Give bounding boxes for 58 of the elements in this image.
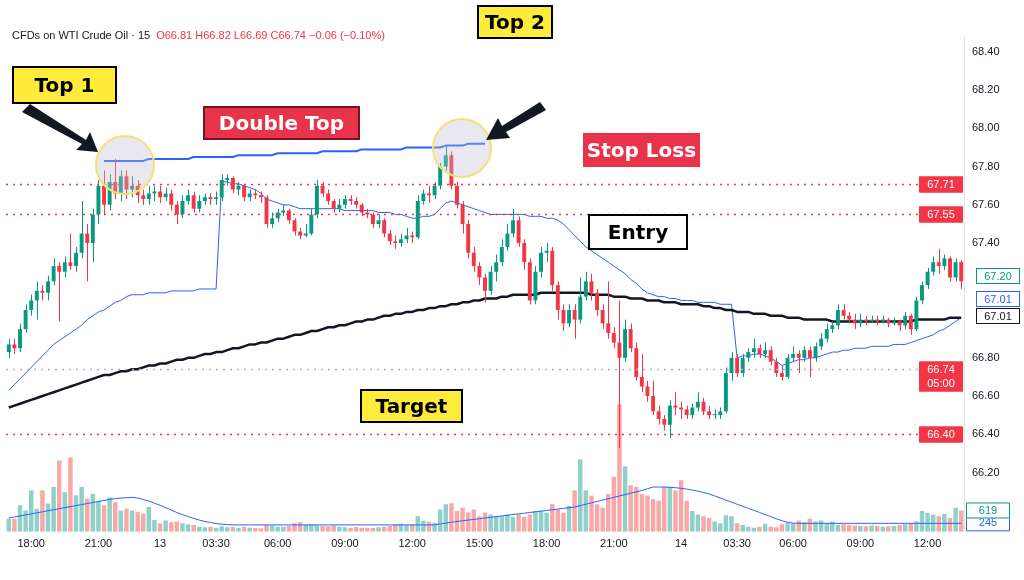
bar bbox=[124, 508, 129, 532]
x-tick-label: 03:30 bbox=[723, 537, 751, 550]
x-tick-label: 06:00 bbox=[779, 537, 807, 550]
y-tick-label: 66.20 bbox=[972, 465, 1000, 478]
x-tick-label: 21:00 bbox=[84, 537, 113, 550]
x-tick-label: 09:00 bbox=[846, 537, 875, 550]
chart-title: CFDs on WTI Crude Oil · 15 bbox=[12, 29, 151, 41]
x-tick-label: 13 bbox=[153, 537, 167, 550]
bar bbox=[886, 526, 891, 532]
annotation: Target bbox=[360, 389, 463, 423]
x-tick-label: 12:00 bbox=[913, 537, 942, 550]
bar bbox=[942, 513, 947, 532]
x-tick-label: 14 bbox=[674, 537, 688, 550]
bar bbox=[163, 520, 168, 532]
x-tick-label: 18:00 bbox=[532, 537, 561, 550]
ref-line-label: 67.55 bbox=[927, 207, 955, 220]
y-tick-label: 68.00 bbox=[972, 121, 1000, 134]
x-tick-label: 03:30 bbox=[202, 537, 230, 550]
text: 67.01 bbox=[976, 308, 1020, 324]
text: Top 2 bbox=[477, 5, 553, 39]
text: 67.01 bbox=[976, 291, 1020, 307]
bar bbox=[40, 490, 45, 532]
annotation: Top 1 bbox=[12, 66, 117, 104]
ref-line-label: 67.71 bbox=[927, 177, 955, 190]
y-tick-label: 68.40 bbox=[972, 44, 1000, 57]
x-tick-label: 06:00 bbox=[263, 537, 292, 550]
annotation: Stop Loss bbox=[583, 133, 700, 167]
bar bbox=[802, 522, 807, 532]
y-tick-label: 66.40 bbox=[972, 427, 1000, 440]
y-tick-label: 66.80 bbox=[972, 350, 1000, 363]
bar bbox=[796, 520, 801, 532]
ref-line-label: 66.40 bbox=[927, 427, 955, 440]
text: 67.20 bbox=[976, 268, 1020, 284]
annotation: Entry bbox=[588, 214, 688, 250]
bar bbox=[12, 518, 17, 532]
bar bbox=[953, 507, 958, 532]
x-tick-label: 09:00 bbox=[331, 537, 359, 550]
y2-tick-label: 245 bbox=[978, 516, 998, 529]
y-tick-label: 67.60 bbox=[972, 197, 1000, 210]
bar bbox=[858, 525, 863, 532]
x-tick-label: 12:00 bbox=[398, 537, 426, 550]
bar bbox=[107, 497, 112, 532]
ref-line-label: 66.74 05:00 bbox=[927, 362, 955, 389]
y-tick-label: 68.20 bbox=[972, 83, 1000, 96]
bar bbox=[897, 524, 902, 532]
x-tick-label: 18:00 bbox=[17, 537, 45, 550]
x-tick-label: 15:00 bbox=[465, 537, 494, 550]
bar bbox=[191, 524, 196, 532]
y-tick-label: 66.60 bbox=[972, 389, 1000, 402]
y-tick-label: 67.80 bbox=[972, 159, 1000, 172]
y-tick-label: 67.40 bbox=[972, 236, 1000, 249]
bar bbox=[572, 490, 577, 532]
annotation: Double Top bbox=[203, 106, 360, 140]
y2-tick-label: 619 bbox=[978, 503, 998, 516]
x-tick-label: 21:00 bbox=[600, 537, 628, 550]
bar bbox=[376, 527, 381, 532]
bar bbox=[68, 457, 73, 532]
chart-subtitle: O66.81 H66.82 L66.69 C66.74 −0.06 (−0.10%) bbox=[156, 29, 385, 41]
